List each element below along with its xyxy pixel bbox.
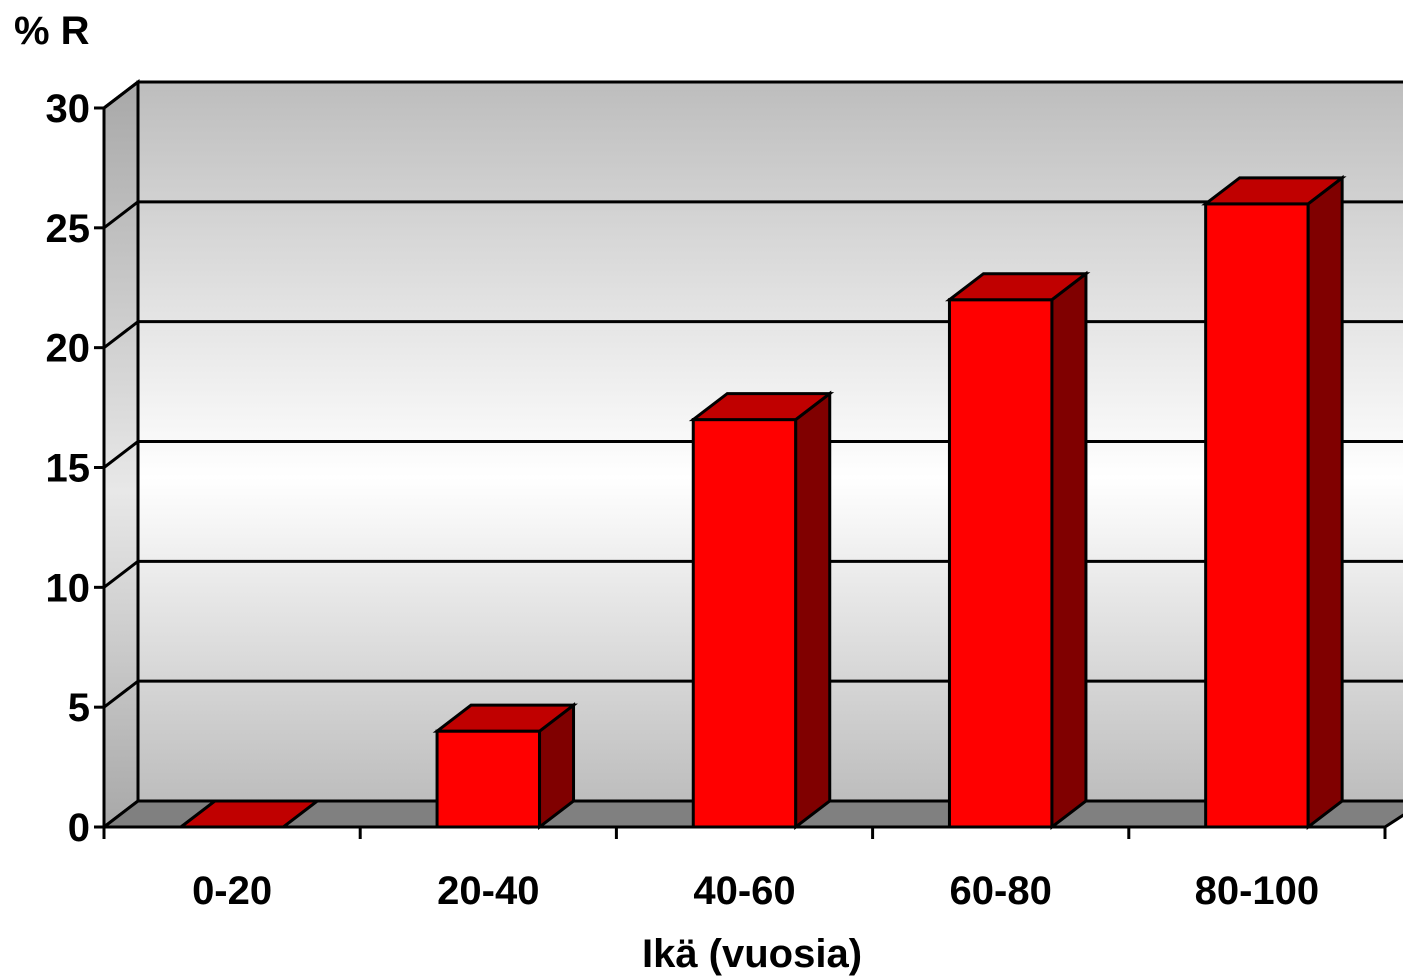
bar-80-100	[1201, 174, 1347, 831]
x-tick-label: 40-60	[693, 869, 795, 913]
bars	[176, 174, 1347, 831]
bar-top	[945, 272, 1091, 302]
bar-top	[432, 703, 578, 733]
gridline-side	[103, 560, 139, 589]
gridline-side	[103, 440, 139, 469]
bar-top	[688, 392, 835, 422]
y-tick-label: 0	[68, 806, 90, 850]
y-tick-label: 5	[68, 686, 90, 730]
bar-front	[435, 729, 542, 829]
x-tick-label: 80-100	[1195, 869, 1320, 913]
y-tick-label: 15	[46, 447, 91, 491]
gridline-side	[103, 320, 139, 349]
y-tick-label: 20	[46, 327, 91, 371]
bar-40-60	[688, 390, 835, 831]
x-tick-label: 20-40	[437, 869, 539, 913]
bar-side	[794, 390, 832, 831]
y-tick-label: 30	[46, 87, 91, 131]
gridline-side	[103, 200, 139, 230]
x-tick-labels: 0-20 20-40 40-60 60-80 80-100	[192, 869, 1319, 913]
bar-side	[1050, 270, 1088, 831]
y-axis-label: % R	[14, 9, 90, 53]
x-tick-label: 0-20	[192, 869, 272, 913]
axes	[94, 106, 1387, 839]
y-tick-labels: 0 5 10 15 20 25 30	[46, 87, 91, 850]
bar-front	[691, 418, 798, 829]
y-tick-label: 10	[46, 566, 91, 610]
x-tick-label: 60-80	[950, 869, 1052, 913]
y-tick-label: 25	[46, 207, 91, 251]
bar-side	[1306, 174, 1344, 831]
bar-front	[947, 298, 1054, 829]
gridline-side	[103, 679, 139, 709]
x-axis-label: Ikä (vuosia)	[642, 932, 862, 976]
bar-front	[1204, 202, 1310, 829]
gridline-side	[103, 80, 139, 110]
bar-20-40	[432, 702, 578, 831]
bar-top	[1201, 176, 1347, 206]
bar-60-80	[945, 270, 1091, 831]
